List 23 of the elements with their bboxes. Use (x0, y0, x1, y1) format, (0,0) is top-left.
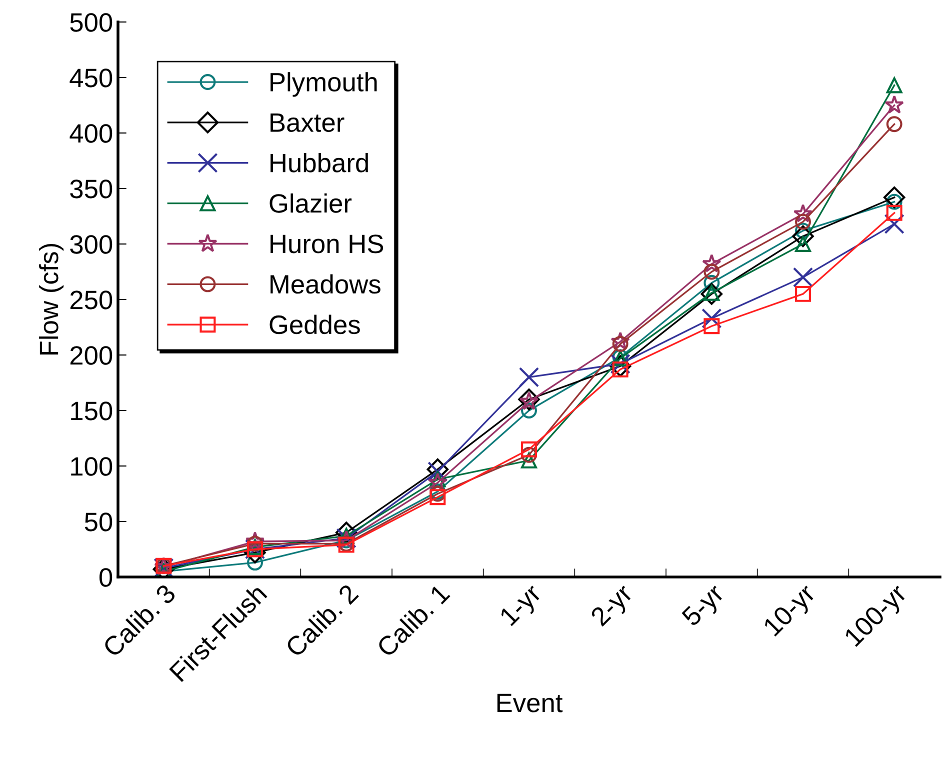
legend-label: Geddes (270, 314, 360, 334)
y-tick-label: 250 (70, 290, 112, 310)
legend-label: Plymouth (270, 72, 377, 97)
y-tick-label: 200 (70, 346, 112, 365)
y-axis-title: Flow (cfs) (38, 244, 64, 355)
x-tick-label: 1-yr (498, 582, 546, 630)
x-axis-title: Event (497, 694, 563, 712)
legend-label: Huron HS (270, 234, 384, 254)
legend-label: Baxter (270, 114, 344, 132)
legend-label: Hubbard (270, 153, 368, 172)
legend-label: Glazier (270, 193, 352, 213)
y-tick-label: 0 (99, 568, 112, 587)
y-tick-label: 450 (70, 68, 112, 88)
y-tick-label: 50 (84, 512, 112, 532)
x-tick-label: 5-yr (680, 582, 729, 631)
x-tick-label: 2-yr (590, 582, 638, 630)
legend-label: Meadows (270, 274, 380, 294)
y-tick-label: 500 (70, 13, 112, 32)
y-tick-label: 400 (70, 124, 112, 143)
y-tick-label: 100 (71, 457, 112, 476)
y-tick-label: 350 (70, 180, 112, 198)
y-tick-label: 150 (71, 402, 112, 420)
y-tick-label: 300 (70, 235, 112, 254)
